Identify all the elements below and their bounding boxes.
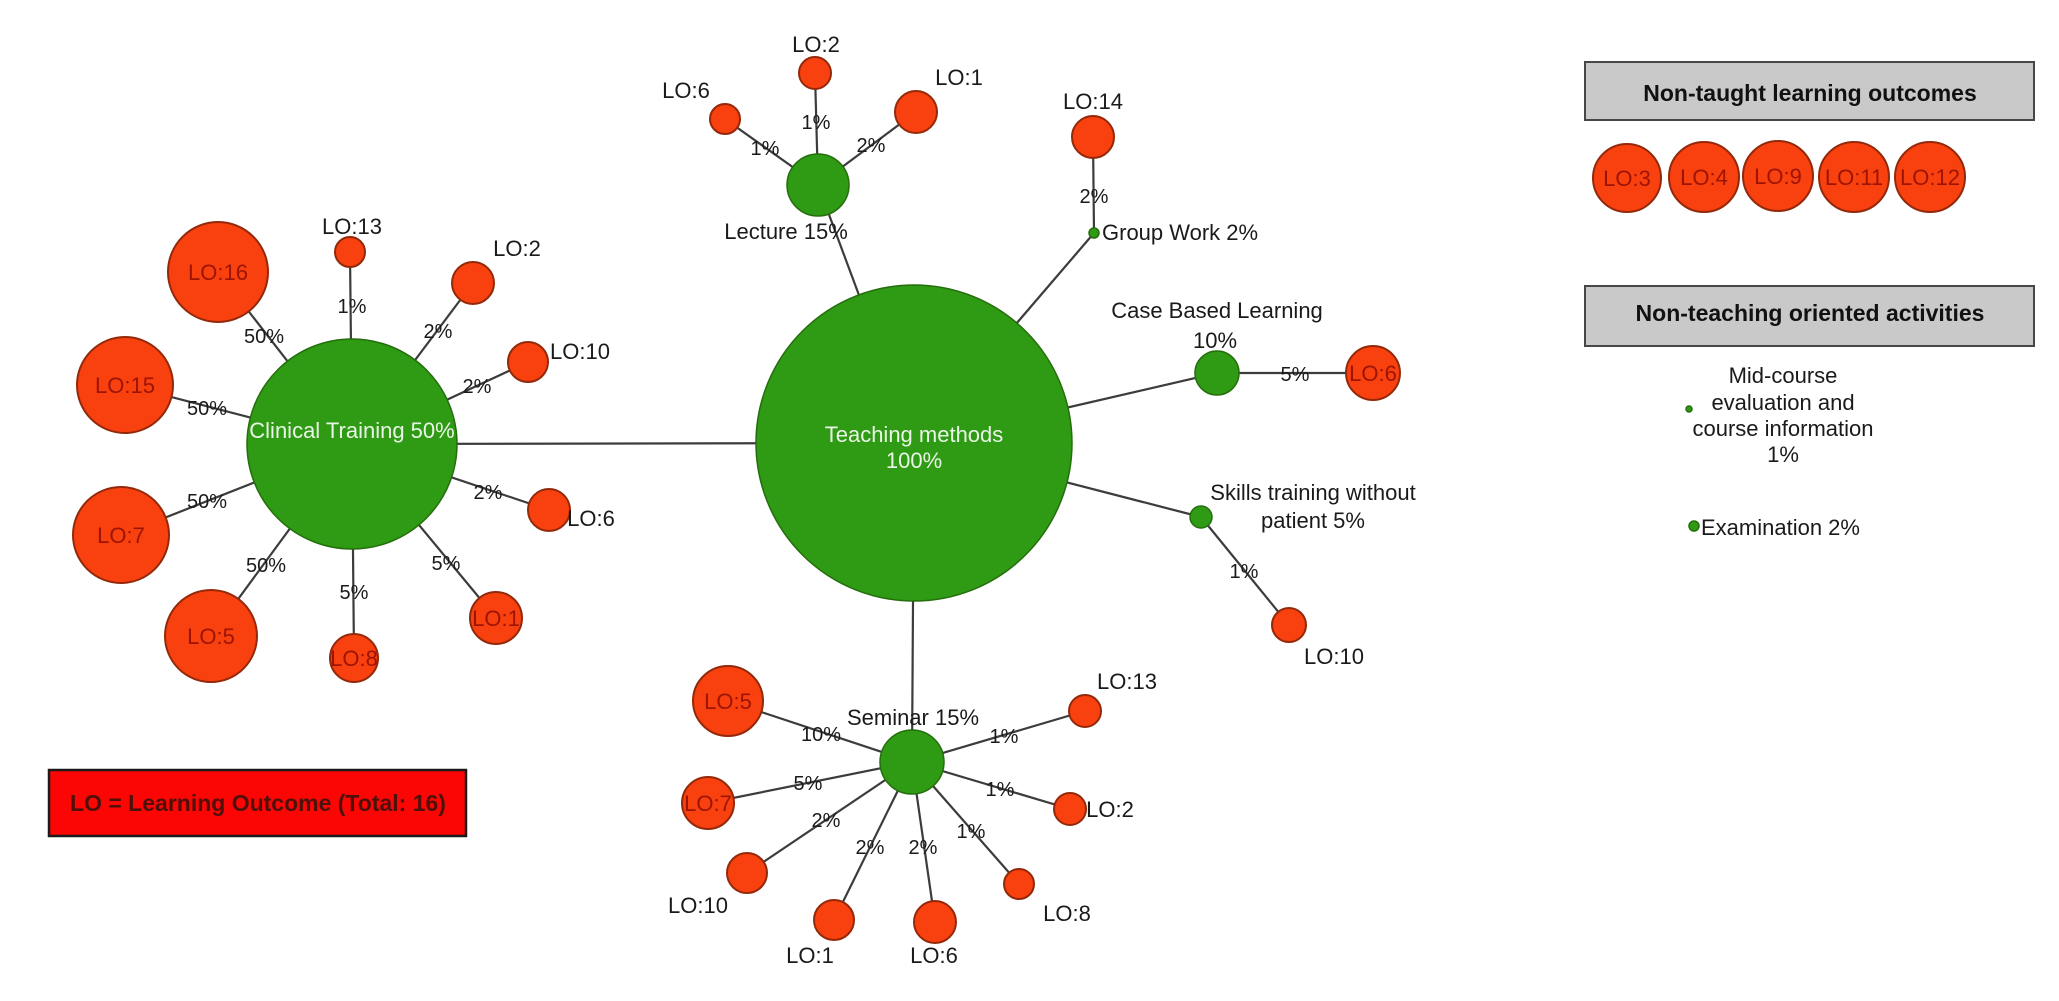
svg-text:10%: 10% bbox=[801, 724, 841, 746]
svg-text:Teaching methods: Teaching methods bbox=[825, 422, 1004, 447]
svg-text:LO:5: LO:5 bbox=[704, 689, 752, 714]
svg-text:LO:6: LO:6 bbox=[1349, 361, 1397, 386]
svg-text:LO:8: LO:8 bbox=[1043, 901, 1091, 926]
svg-text:Seminar 15%: Seminar 15% bbox=[847, 705, 979, 730]
svg-text:LO:16: LO:16 bbox=[188, 260, 248, 285]
svg-text:1%: 1% bbox=[338, 296, 367, 318]
svg-text:Lecture 15%: Lecture 15% bbox=[724, 219, 848, 244]
svg-text:LO:2: LO:2 bbox=[1086, 797, 1134, 822]
svg-text:course information: course information bbox=[1693, 416, 1874, 441]
svg-text:10%: 10% bbox=[1193, 328, 1237, 353]
svg-text:2%: 2% bbox=[474, 482, 503, 504]
svg-text:LO:12: LO:12 bbox=[1900, 165, 1960, 190]
svg-text:5%: 5% bbox=[432, 553, 461, 575]
svg-text:LO:15: LO:15 bbox=[95, 373, 155, 398]
svg-text:50%: 50% bbox=[187, 491, 227, 513]
svg-text:LO:5: LO:5 bbox=[187, 624, 235, 649]
svg-text:1%: 1% bbox=[751, 138, 780, 160]
svg-text:Group Work 2%: Group Work 2% bbox=[1102, 220, 1258, 245]
svg-text:patient 5%: patient 5% bbox=[1261, 508, 1365, 533]
svg-text:2%: 2% bbox=[812, 810, 841, 832]
svg-text:Clinical Training 50%: Clinical Training 50% bbox=[249, 418, 454, 443]
svg-text:5%: 5% bbox=[794, 773, 823, 795]
svg-text:5%: 5% bbox=[1281, 364, 1310, 386]
svg-text:LO:6: LO:6 bbox=[910, 943, 958, 968]
svg-text:1%: 1% bbox=[990, 726, 1019, 748]
svg-text:2%: 2% bbox=[463, 376, 492, 398]
svg-text:100%: 100% bbox=[886, 448, 942, 473]
svg-text:LO:6: LO:6 bbox=[567, 506, 615, 531]
svg-text:LO:1: LO:1 bbox=[786, 943, 834, 968]
svg-text:LO:10: LO:10 bbox=[1304, 644, 1364, 669]
svg-text:1%: 1% bbox=[1767, 442, 1799, 467]
svg-text:LO:10: LO:10 bbox=[668, 893, 728, 918]
svg-text:LO:13: LO:13 bbox=[1097, 669, 1157, 694]
svg-text:LO:10: LO:10 bbox=[550, 339, 610, 364]
svg-text:5%: 5% bbox=[340, 582, 369, 604]
svg-text:evaluation and: evaluation and bbox=[1711, 390, 1854, 415]
svg-text:50%: 50% bbox=[244, 326, 284, 348]
svg-text:LO:6: LO:6 bbox=[662, 78, 710, 103]
svg-text:2%: 2% bbox=[1080, 186, 1109, 208]
svg-text:LO = Learning Outcome (Total:: LO = Learning Outcome (Total: 16) bbox=[70, 790, 446, 816]
svg-text:Skills training without: Skills training without bbox=[1210, 480, 1415, 505]
svg-text:1%: 1% bbox=[986, 779, 1015, 801]
svg-text:Non-teaching oriented activiti: Non-teaching oriented activities bbox=[1636, 300, 1985, 326]
svg-text:LO:2: LO:2 bbox=[493, 236, 541, 261]
svg-text:50%: 50% bbox=[187, 398, 227, 420]
svg-text:2%: 2% bbox=[424, 321, 453, 343]
svg-text:LO:1: LO:1 bbox=[472, 606, 520, 631]
svg-text:1%: 1% bbox=[802, 112, 831, 134]
svg-text:LO:1: LO:1 bbox=[935, 65, 983, 90]
svg-text:2%: 2% bbox=[857, 135, 886, 157]
svg-text:LO:4: LO:4 bbox=[1680, 165, 1728, 190]
svg-text:LO:8: LO:8 bbox=[330, 646, 378, 671]
svg-text:Case Based Learning: Case Based Learning bbox=[1111, 298, 1323, 323]
svg-text:LO:9: LO:9 bbox=[1754, 164, 1802, 189]
svg-text:LO:2: LO:2 bbox=[792, 32, 840, 57]
svg-text:LO:14: LO:14 bbox=[1063, 89, 1123, 114]
svg-text:Non-taught learning outcomes: Non-taught learning outcomes bbox=[1643, 80, 1977, 106]
svg-text:2%: 2% bbox=[909, 837, 938, 859]
svg-text:LO:7: LO:7 bbox=[684, 791, 732, 816]
svg-text:1%: 1% bbox=[957, 821, 986, 843]
svg-text:LO:13: LO:13 bbox=[322, 214, 382, 239]
svg-text:Examination 2%: Examination 2% bbox=[1701, 515, 1860, 540]
svg-text:LO:11: LO:11 bbox=[1825, 165, 1883, 190]
svg-text:LO:3: LO:3 bbox=[1603, 166, 1651, 191]
svg-text:Mid-course: Mid-course bbox=[1729, 363, 1838, 388]
svg-text:1%: 1% bbox=[1230, 561, 1259, 583]
svg-text:2%: 2% bbox=[856, 837, 885, 859]
svg-text:50%: 50% bbox=[246, 555, 286, 577]
svg-text:LO:7: LO:7 bbox=[97, 523, 145, 548]
